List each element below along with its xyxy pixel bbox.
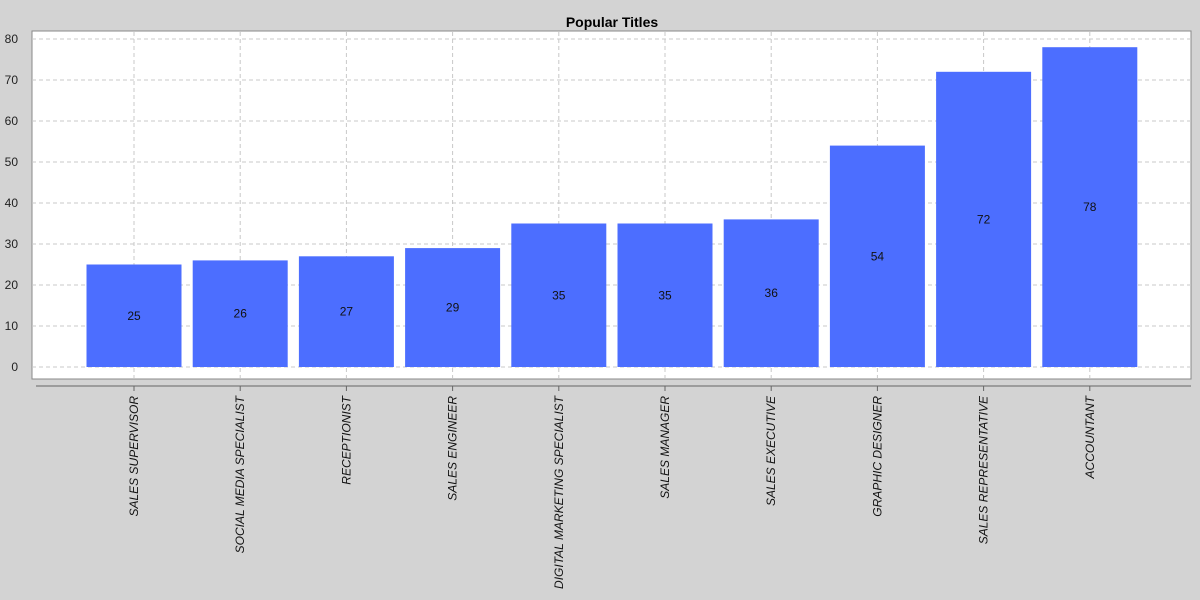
y-tick-label: 40 — [5, 196, 19, 210]
data-label: 35 — [552, 288, 566, 302]
x-tick-label: SALES ENGINEER — [446, 396, 460, 501]
data-label: 29 — [446, 301, 460, 315]
y-tick-label: 50 — [5, 155, 19, 169]
x-axis: SALES SUPERVISOR SOCIAL MEDIA SPECIALIST R… — [127, 386, 1097, 589]
x-tick-label: DIGITAL MARKETING SPECIALIST — [552, 394, 566, 589]
x-tick-label: SALES SUPERVISOR — [127, 396, 141, 517]
y-tick-label: 80 — [5, 32, 19, 46]
x-tick-label: SALES EXECUTIVE — [764, 395, 778, 506]
data-label: 27 — [340, 305, 354, 319]
data-label: 78 — [1083, 200, 1097, 214]
bar — [723, 219, 819, 367]
x-tick-label: SALES REPRESENTATIVE — [977, 395, 991, 544]
bar — [86, 264, 182, 367]
data-label: 54 — [871, 249, 885, 263]
y-tick-label: 30 — [5, 237, 19, 251]
y-tick-label: 20 — [5, 278, 19, 292]
x-tick-label: GRAPHIC DESIGNER — [870, 396, 884, 517]
data-label: 25 — [127, 309, 141, 323]
data-label: 26 — [234, 307, 248, 321]
data-label: 35 — [658, 288, 672, 302]
x-tick-label: SOCIAL MEDIA SPECIALIST — [233, 394, 247, 553]
bar — [829, 145, 925, 367]
data-label: 72 — [977, 212, 991, 226]
bar — [405, 248, 501, 367]
x-tick-label: ACCOUNTANT — [1083, 394, 1097, 479]
bar — [298, 256, 394, 367]
bars: 25 26 27 29 35 35 36 54 72 78 — [86, 47, 1138, 368]
y-axis: 0 10 20 30 40 50 60 70 80 — [5, 32, 19, 374]
y-tick-label: 10 — [5, 319, 19, 333]
x-tick-label: SALES MANAGER — [658, 396, 672, 499]
y-tick-label: 0 — [11, 360, 18, 374]
y-tick-label: 70 — [5, 73, 19, 87]
chart-title: Popular Titles — [566, 14, 659, 30]
bar — [1042, 47, 1138, 367]
bar — [936, 71, 1032, 368]
data-label: 36 — [765, 286, 779, 300]
x-tick-label: RECEPTIONIST — [339, 394, 353, 484]
bar — [511, 223, 607, 367]
bar — [192, 260, 288, 367]
bar — [617, 223, 713, 367]
y-tick-label: 60 — [5, 114, 19, 128]
